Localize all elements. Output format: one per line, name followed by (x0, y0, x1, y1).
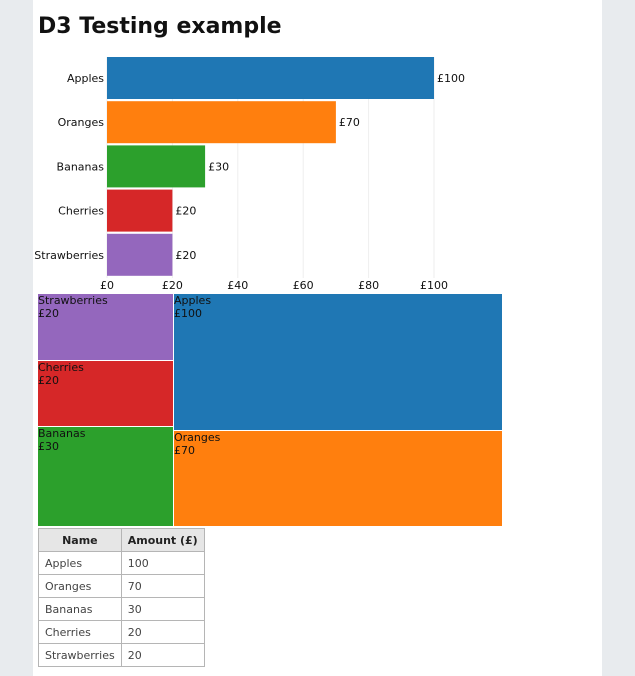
data-label: £100 (437, 72, 465, 85)
bar (107, 101, 336, 144)
x-tick-label: £100 (420, 279, 448, 292)
table-row: Strawberries 20 (38, 643, 205, 667)
treemap-cell-value: £100 (174, 307, 202, 320)
category-label: Oranges (58, 116, 105, 129)
x-tick-label: £0 (100, 279, 114, 292)
x-tick-label: £20 (162, 279, 183, 292)
treemap-cell-name: Cherries (38, 360, 84, 374)
table-cell-name: Strawberries (38, 643, 122, 667)
page-title: D3 Testing example (38, 14, 282, 39)
table-row: Oranges 70 (38, 574, 205, 598)
table-cell-name: Apples (38, 551, 122, 575)
treemap-chart: Strawberries £20 Cherries £20 Bananas £30 Appl… (38, 294, 503, 527)
bar (107, 189, 173, 232)
data-label: £70 (339, 116, 360, 129)
table-row: Bananas 30 (38, 597, 205, 621)
treemap-cell: Strawberries £20 (38, 294, 174, 361)
treemap-cell-value: £20 (38, 373, 59, 387)
bar-chart: Apples £100 Oranges £70 Bananas £30 Cherries £2… (34, 57, 465, 292)
table-row: Cherries 20 (38, 620, 205, 644)
table-cell-name: Cherries (38, 620, 122, 644)
table-column-header: Amount (£) (120, 528, 205, 552)
bar (107, 57, 434, 99)
x-tick-label: £80 (358, 279, 379, 292)
category-label: Cherries (58, 205, 104, 218)
data-label: £20 (175, 249, 196, 262)
table-cell-amount: 20 (120, 643, 205, 667)
data-label: £20 (175, 205, 196, 218)
table-cell-amount: 20 (120, 620, 205, 644)
data-table: Name Amount (£) Apples 100 Oranges 70 Bananas… (38, 528, 205, 667)
category-label: Strawberries (34, 249, 104, 262)
treemap-cell-name: Strawberries (38, 294, 108, 307)
treemap-cell: Apples £100 (174, 294, 503, 432)
data-label: £30 (208, 160, 229, 173)
table-cell-name: Oranges (38, 574, 122, 598)
table-header-row: Name Amount (£) (38, 528, 205, 552)
x-tick-label: £40 (227, 279, 248, 292)
treemap-cell-value: £20 (38, 307, 59, 320)
category-label: Bananas (57, 160, 105, 173)
table-row: Apples 100 (38, 551, 205, 575)
table-body: Apples 100 Oranges 70 Bananas 30 Cherries 20 Str… (38, 551, 205, 667)
table-cell-name: Bananas (38, 597, 122, 621)
treemap-cell-name: Oranges (174, 431, 221, 445)
page-container: D3 Testing example Apples £100 Oranges £70 B… (33, 0, 602, 676)
treemap-cell: Oranges £70 (174, 431, 503, 527)
x-tick-label: £60 (293, 279, 314, 292)
treemap-cell-value: £30 (38, 440, 59, 454)
table-cell-amount: 100 (120, 551, 205, 575)
table-cell-amount: 70 (120, 574, 205, 598)
category-label: Apples (67, 72, 104, 85)
treemap-cell-name: Apples (174, 294, 212, 307)
treemap-cell: Bananas £30 (38, 427, 174, 527)
treemap-cell-value: £70 (174, 444, 195, 458)
treemap-cell: Cherries £20 (38, 360, 174, 428)
treemap-cell-name: Bananas (38, 427, 86, 441)
table-cell-amount: 30 (120, 597, 205, 621)
table-column-header: Name (38, 528, 122, 552)
bar (107, 233, 173, 276)
bar (107, 145, 206, 188)
